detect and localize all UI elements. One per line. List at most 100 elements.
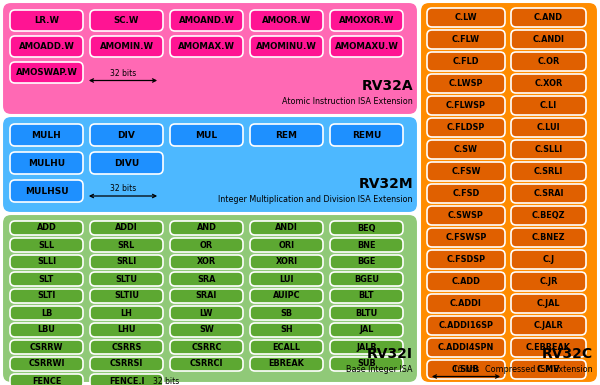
Text: C.FSW: C.FSW (451, 167, 481, 176)
Text: CSRRCI: CSRRCI (190, 360, 223, 368)
FancyBboxPatch shape (427, 206, 505, 225)
Text: SC.W: SC.W (114, 16, 139, 25)
FancyBboxPatch shape (170, 357, 243, 371)
Text: C.OR: C.OR (538, 57, 560, 66)
FancyBboxPatch shape (511, 272, 586, 291)
Text: LHU: LHU (117, 325, 136, 335)
Text: AMOXOR.W: AMOXOR.W (339, 16, 394, 25)
Text: LW: LW (200, 308, 213, 318)
Text: SLLI: SLLI (37, 258, 56, 266)
FancyBboxPatch shape (427, 338, 505, 357)
Text: BNE: BNE (357, 241, 376, 249)
FancyBboxPatch shape (427, 360, 505, 379)
FancyBboxPatch shape (427, 96, 505, 115)
FancyBboxPatch shape (427, 272, 505, 291)
FancyBboxPatch shape (90, 374, 163, 385)
FancyBboxPatch shape (10, 238, 83, 252)
Text: C.J: C.J (542, 255, 554, 264)
FancyBboxPatch shape (511, 140, 586, 159)
FancyBboxPatch shape (10, 306, 83, 320)
FancyBboxPatch shape (427, 184, 505, 203)
Text: FENCE: FENCE (32, 377, 61, 385)
Text: ANDI: ANDI (275, 224, 298, 233)
Text: BGE: BGE (358, 258, 376, 266)
Text: CSRRSI: CSRRSI (110, 360, 143, 368)
Text: C.LWSP: C.LWSP (449, 79, 483, 88)
Text: JALR: JALR (356, 343, 377, 352)
Text: AMOADD.W: AMOADD.W (19, 42, 74, 51)
Text: DIVU: DIVU (114, 159, 139, 167)
Text: BEQ: BEQ (357, 224, 376, 233)
FancyBboxPatch shape (170, 221, 243, 235)
FancyBboxPatch shape (90, 289, 163, 303)
FancyBboxPatch shape (330, 124, 403, 146)
Text: C.FSD: C.FSD (452, 189, 479, 198)
FancyBboxPatch shape (511, 52, 586, 71)
Text: OR: OR (200, 241, 213, 249)
FancyBboxPatch shape (170, 306, 243, 320)
Text: MULHSU: MULHSU (25, 186, 68, 196)
FancyBboxPatch shape (511, 250, 586, 269)
Text: RV32I: RV32I (367, 347, 413, 361)
Text: 32 bits: 32 bits (110, 69, 136, 77)
FancyBboxPatch shape (330, 36, 403, 57)
FancyBboxPatch shape (10, 180, 83, 202)
Text: MUL: MUL (196, 131, 218, 139)
FancyBboxPatch shape (427, 30, 505, 49)
Text: C.XOR: C.XOR (535, 79, 563, 88)
Text: BLT: BLT (359, 291, 374, 301)
Text: Integer Multiplication and Division ISA Extension: Integer Multiplication and Division ISA … (218, 195, 413, 204)
FancyBboxPatch shape (170, 340, 243, 354)
Text: LBU: LBU (38, 325, 55, 335)
Text: AUIPC: AUIPC (272, 291, 301, 301)
Text: Compressed ISA Extension: Compressed ISA Extension (485, 365, 593, 374)
Text: AMOMAXU.W: AMOMAXU.W (335, 42, 398, 51)
FancyBboxPatch shape (427, 228, 505, 247)
Text: SRL: SRL (118, 241, 135, 249)
FancyBboxPatch shape (330, 238, 403, 252)
Text: 32 bits: 32 bits (154, 377, 179, 385)
Text: AMOOR.W: AMOOR.W (262, 16, 311, 25)
Text: SLT: SLT (39, 275, 54, 283)
FancyBboxPatch shape (10, 36, 83, 57)
Text: C.ADDI16SP: C.ADDI16SP (439, 321, 493, 330)
Text: C.LUI: C.LUI (536, 123, 560, 132)
FancyBboxPatch shape (90, 340, 163, 354)
FancyBboxPatch shape (90, 221, 163, 235)
Text: C.ADDI4SPN: C.ADDI4SPN (438, 343, 494, 352)
FancyBboxPatch shape (511, 8, 586, 27)
FancyBboxPatch shape (511, 184, 586, 203)
FancyBboxPatch shape (250, 340, 323, 354)
FancyBboxPatch shape (10, 357, 83, 371)
FancyBboxPatch shape (90, 306, 163, 320)
Text: ADD: ADD (37, 224, 56, 233)
Text: C.JALR: C.JALR (533, 321, 563, 330)
Text: C.SLLI: C.SLLI (535, 145, 563, 154)
FancyBboxPatch shape (90, 36, 163, 57)
FancyBboxPatch shape (511, 74, 586, 93)
Text: LUI: LUI (279, 275, 294, 283)
FancyBboxPatch shape (330, 306, 403, 320)
Text: BLTU: BLTU (355, 308, 377, 318)
Text: C.BNEZ: C.BNEZ (532, 233, 565, 242)
FancyBboxPatch shape (10, 152, 83, 174)
Text: SH: SH (280, 325, 293, 335)
FancyBboxPatch shape (90, 323, 163, 337)
FancyBboxPatch shape (170, 10, 243, 31)
Text: SRAI: SRAI (196, 291, 217, 301)
FancyBboxPatch shape (2, 2, 418, 115)
Text: AMOMAX.W: AMOMAX.W (178, 42, 235, 51)
Text: C.FLDSP: C.FLDSP (447, 123, 485, 132)
FancyBboxPatch shape (427, 52, 505, 71)
FancyBboxPatch shape (511, 206, 586, 225)
Text: SLTIU: SLTIU (114, 291, 139, 301)
Text: CSRRC: CSRRC (191, 343, 222, 352)
Text: LH: LH (121, 308, 133, 318)
FancyBboxPatch shape (10, 374, 83, 385)
Text: CSRRW: CSRRW (30, 343, 63, 352)
Text: AND: AND (197, 224, 217, 233)
FancyBboxPatch shape (511, 30, 586, 49)
Text: SLTU: SLTU (115, 275, 137, 283)
Text: C.JAL: C.JAL (537, 299, 560, 308)
FancyBboxPatch shape (427, 8, 505, 27)
